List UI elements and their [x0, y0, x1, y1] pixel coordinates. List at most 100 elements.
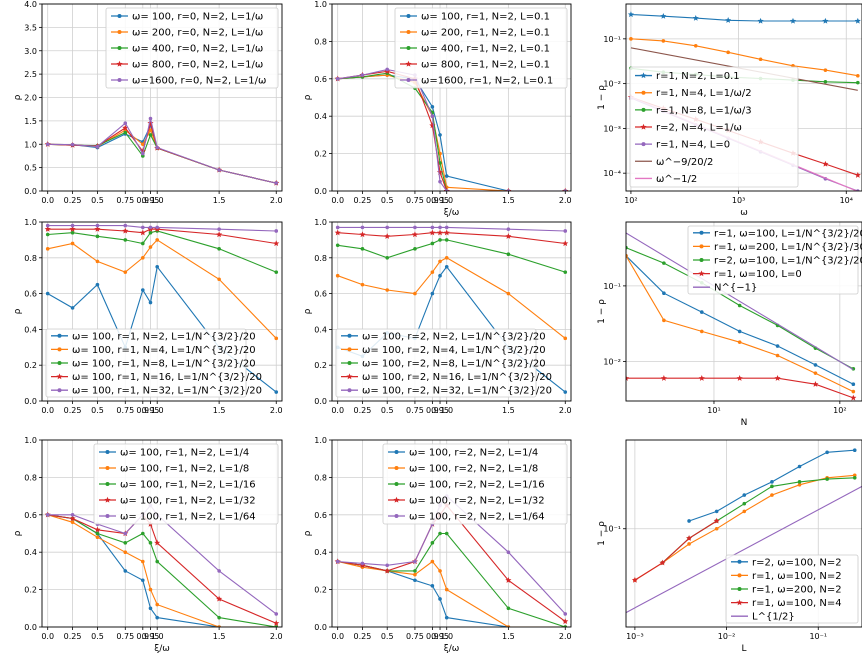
x-tick-label: 0.5 — [381, 406, 394, 415]
data-point — [274, 229, 279, 233]
x-tick-label: 0.75 — [116, 406, 134, 415]
data-point — [662, 261, 666, 265]
data-point — [693, 43, 698, 48]
legend-label: r=1, N=4, L=1/ω/2 — [656, 88, 752, 99]
x-tick-label: 0.25 — [354, 406, 372, 415]
x-tick-label: 0.5 — [91, 196, 104, 205]
legend-label: ω= 100, r=2, N=32, L=1/N^{3/2}/20 — [362, 386, 552, 397]
legend-label: ω= 100, r=1, N=2, L=0.1 — [421, 12, 550, 23]
data-point — [148, 300, 153, 305]
legend-label: ω= 200, r=1, N=2, L=0.1 — [421, 28, 550, 39]
plot-area — [626, 448, 862, 614]
data-point — [413, 569, 417, 573]
series-2 — [45, 513, 279, 627]
data-point — [141, 225, 145, 230]
data-point — [413, 559, 417, 564]
data-point — [335, 243, 340, 248]
data-point — [413, 291, 417, 296]
data-point — [123, 550, 128, 554]
legend-label: r=1, N=2, L=0.1 — [656, 71, 740, 82]
legend-marker — [640, 123, 647, 130]
y-tick-label: 10⁻³ — [603, 124, 621, 133]
series-line — [47, 230, 277, 273]
data-point — [141, 288, 145, 292]
data-point — [662, 291, 666, 296]
data-point — [856, 80, 860, 85]
legend-label: r=1, ω=100, N=4 — [752, 598, 842, 609]
data-point — [385, 225, 390, 230]
y-tick-label: 0.6 — [314, 290, 327, 299]
data-point — [813, 363, 818, 367]
data-point — [562, 240, 569, 247]
data-point — [360, 561, 365, 566]
data-point — [662, 318, 666, 323]
data-point — [273, 620, 280, 626]
legend-label: ω= 100, r=1, N=2, L=1/4 — [120, 448, 249, 459]
series-1 — [687, 448, 857, 523]
legend: ω= 100, r=2, N=2, L=1/N^{3/2}/20 ω= 100, … — [335, 328, 552, 398]
data-point — [854, 172, 861, 178]
data-point — [148, 587, 153, 592]
legend-label: ω= 100, r=1, N=2, L=1/N^{3/2}/20 — [72, 331, 256, 342]
data-point — [122, 227, 129, 234]
data-point — [155, 615, 159, 620]
legend-marker — [406, 14, 411, 18]
y-tick-label: 0.0 — [24, 623, 37, 632]
panel-7: 0.0 0.25 0.5 0.75 0.90.951.0 1.5 2.00.00.20.40… — [13, 436, 283, 654]
legend-marker — [640, 72, 647, 79]
series-line — [337, 532, 566, 627]
data-point — [850, 394, 857, 401]
data-point — [141, 241, 145, 246]
legend-label: ω= 100, r=1, N=2, L=1/16 — [120, 480, 256, 491]
y-tick-label: 1.0 — [314, 436, 327, 445]
legend: ω= 100, r=2, N=2, L=1/4 ω= 100, r=2, N=2,… — [382, 443, 568, 525]
data-point — [217, 615, 221, 620]
data-point — [438, 133, 442, 137]
x-tick-label: 0.0 — [41, 406, 54, 415]
series-line — [47, 514, 277, 627]
data-point — [687, 519, 691, 523]
x-tick-label: 0.0 — [331, 406, 344, 415]
series-5 — [45, 223, 279, 233]
series-line — [47, 239, 277, 339]
y-tick-label: 0.2 — [314, 150, 327, 159]
data-point — [123, 531, 128, 536]
x-tick-label: 1.5 — [213, 632, 226, 641]
y-tick-label: 1.0 — [24, 436, 37, 445]
series-line — [337, 70, 566, 191]
series-line — [337, 239, 566, 273]
data-point — [823, 79, 828, 84]
y-tick-label: 0.5 — [24, 164, 37, 173]
legend: ω= 100, r=1, N=2, L=1/N^{3/2}/20 ω= 100, … — [45, 328, 262, 398]
panel-1: 0.0 0.25 0.5 0.75 0.90.951.0 1.5 2.00.00.51.01… — [13, 0, 283, 205]
legend-label: ω= 400, r=1, N=2, L=0.1 — [421, 44, 550, 55]
data-point — [141, 531, 145, 536]
data-point — [443, 229, 450, 236]
series-line — [626, 377, 854, 399]
y-axis-label: 1 − ρ — [597, 85, 607, 110]
axes-frame — [331, 3, 572, 192]
y-tick-label: 0.0 — [314, 397, 327, 406]
legend-marker — [117, 30, 122, 34]
legend-marker — [394, 466, 399, 470]
legend-marker — [57, 347, 62, 352]
data-point — [822, 17, 829, 24]
x-tick-label: 0.0 — [331, 632, 344, 641]
series-line — [337, 74, 566, 191]
x-axis-label: ξ/ω — [444, 208, 460, 218]
legend-marker — [406, 46, 411, 50]
data-point — [430, 291, 435, 296]
data-point — [335, 225, 340, 230]
data-point — [335, 77, 340, 81]
data-point — [429, 229, 436, 236]
legend-marker — [406, 30, 411, 34]
series-2 — [335, 73, 568, 191]
data-point — [216, 595, 223, 602]
data-point — [413, 225, 417, 230]
data-point — [148, 541, 153, 545]
legend-marker — [116, 60, 123, 67]
data-point — [273, 240, 280, 247]
data-point — [737, 303, 742, 308]
legend-label: ω= 100, r=2, N=8, L=1/N^{3/2}/20 — [362, 359, 546, 370]
data-point — [45, 291, 50, 296]
